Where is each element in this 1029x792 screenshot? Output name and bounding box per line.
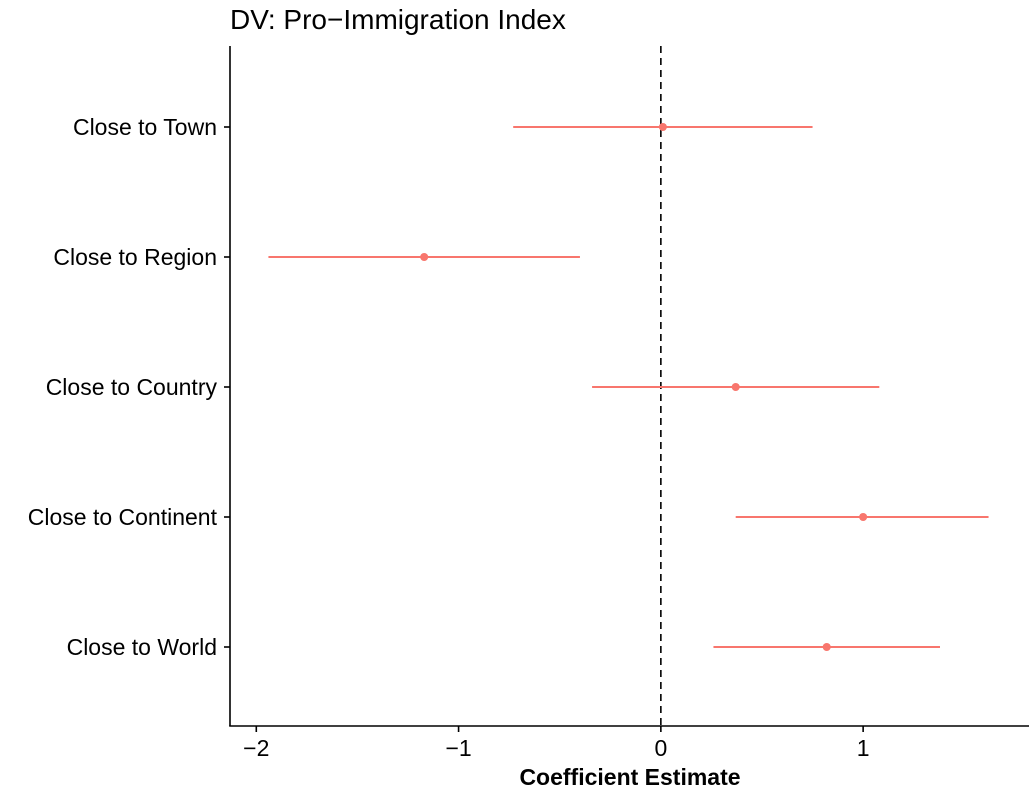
x-tick-label: 1 bbox=[857, 735, 870, 761]
x-axis-title: Coefficient Estimate bbox=[519, 764, 740, 790]
chart-marks bbox=[268, 123, 989, 651]
point-estimate bbox=[420, 253, 429, 261]
chart-title: DV: Pro−Immigration Index bbox=[230, 4, 566, 35]
x-tick-label: −1 bbox=[445, 735, 471, 761]
y-tick-label: Close to Country bbox=[46, 374, 218, 400]
x-ticks: −2 −1 0 1 bbox=[243, 726, 870, 761]
y-ticks: Close to Town Close to Region Close to Cou… bbox=[28, 114, 230, 660]
x-tick-label: −2 bbox=[243, 735, 269, 761]
point-estimate bbox=[822, 643, 831, 651]
y-tick-label: Close to Region bbox=[53, 244, 217, 270]
point-estimate bbox=[859, 513, 868, 521]
y-tick-label: Close to World bbox=[67, 634, 217, 660]
y-tick-label: Close to Continent bbox=[28, 504, 218, 530]
point-estimate bbox=[658, 123, 667, 131]
x-tick-label: 0 bbox=[654, 735, 667, 761]
point-estimate bbox=[731, 383, 740, 391]
y-tick-label: Close to Town bbox=[73, 114, 217, 140]
